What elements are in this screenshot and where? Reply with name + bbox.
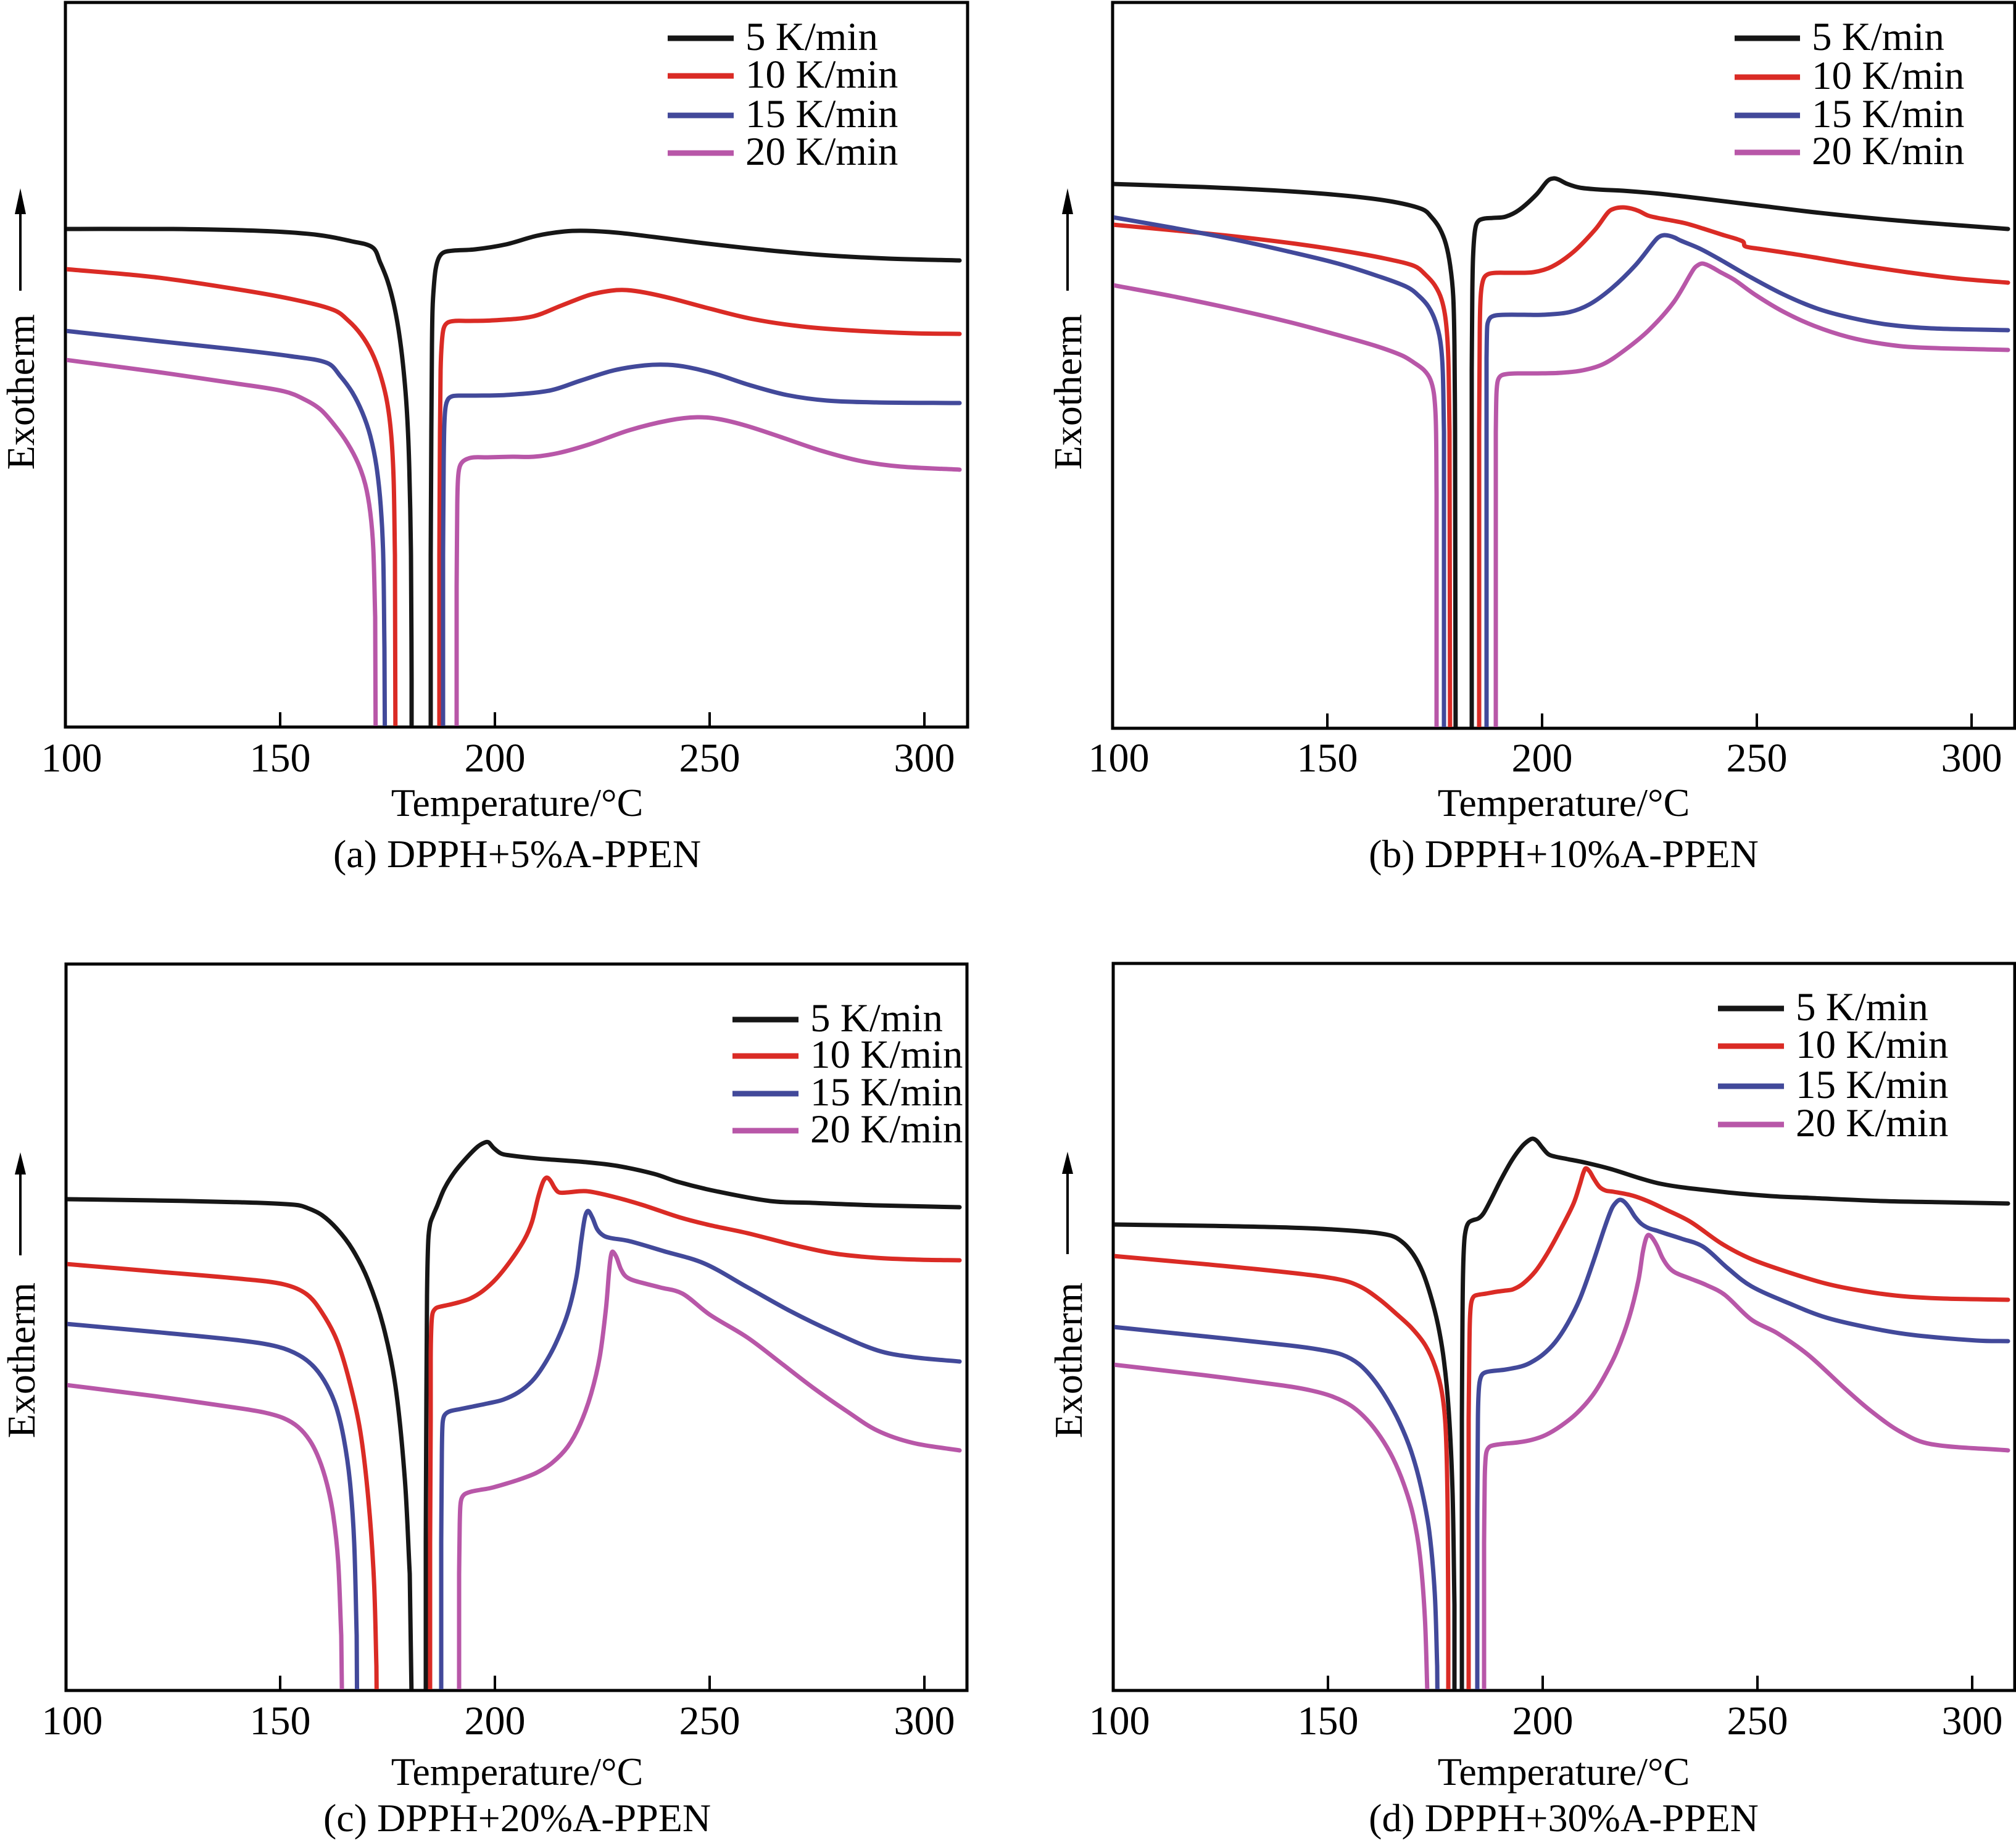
svg-text:150: 150 bbox=[250, 1698, 311, 1744]
svg-text:Exotherm: Exotherm bbox=[0, 314, 43, 470]
svg-text:10 K/min: 10 K/min bbox=[1812, 54, 1964, 98]
svg-text:250: 250 bbox=[679, 736, 740, 781]
svg-text:20 K/min: 20 K/min bbox=[810, 1107, 963, 1152]
svg-text:100: 100 bbox=[42, 1698, 103, 1744]
svg-text:150: 150 bbox=[1297, 736, 1358, 781]
svg-text:5 K/min: 5 K/min bbox=[1812, 15, 1944, 59]
svg-text:(c) DPPH+20%A-PPEN: (c) DPPH+20%A-PPEN bbox=[323, 1796, 711, 1840]
svg-text:10 K/min: 10 K/min bbox=[745, 52, 898, 97]
svg-text:15 K/min: 15 K/min bbox=[745, 92, 898, 136]
svg-text:10 K/min: 10 K/min bbox=[810, 1033, 963, 1077]
svg-text:100: 100 bbox=[1089, 1698, 1150, 1744]
svg-text:100: 100 bbox=[41, 736, 102, 781]
svg-text:Exotherm: Exotherm bbox=[0, 1283, 43, 1438]
svg-text:15 K/min: 15 K/min bbox=[1812, 92, 1964, 136]
svg-text:300: 300 bbox=[894, 736, 955, 781]
svg-text:Temperature/°C: Temperature/°C bbox=[391, 1750, 644, 1794]
svg-text:200: 200 bbox=[465, 736, 526, 781]
svg-text:5 K/min: 5 K/min bbox=[810, 996, 943, 1041]
svg-text:250: 250 bbox=[1727, 736, 1788, 781]
svg-text:300: 300 bbox=[1941, 736, 2002, 781]
svg-text:200: 200 bbox=[1512, 1698, 1574, 1744]
svg-text:150: 150 bbox=[250, 736, 311, 781]
svg-text:150: 150 bbox=[1298, 1698, 1359, 1744]
svg-text:300: 300 bbox=[1942, 1698, 2003, 1744]
svg-text:Temperature/°C: Temperature/°C bbox=[1438, 1750, 1690, 1794]
svg-text:20 K/min: 20 K/min bbox=[1796, 1101, 1948, 1145]
svg-text:100: 100 bbox=[1089, 736, 1150, 781]
svg-text:20 K/min: 20 K/min bbox=[745, 130, 898, 174]
svg-text:15 K/min: 15 K/min bbox=[810, 1070, 963, 1115]
svg-text:250: 250 bbox=[679, 1698, 740, 1744]
svg-text:Temperature/°C: Temperature/°C bbox=[1438, 781, 1690, 825]
svg-text:5 K/min: 5 K/min bbox=[1796, 985, 1928, 1029]
svg-text:15 K/min: 15 K/min bbox=[1796, 1063, 1948, 1107]
svg-text:5 K/min: 5 K/min bbox=[745, 15, 878, 59]
svg-text:(a) DPPH+5%A-PPEN: (a) DPPH+5%A-PPEN bbox=[333, 832, 701, 876]
svg-text:300: 300 bbox=[894, 1698, 955, 1744]
svg-text:(d) DPPH+30%A-PPEN: (d) DPPH+30%A-PPEN bbox=[1369, 1796, 1759, 1840]
svg-text:(b) DPPH+10%A-PPEN: (b) DPPH+10%A-PPEN bbox=[1369, 832, 1759, 876]
svg-text:10 K/min: 10 K/min bbox=[1796, 1023, 1948, 1067]
svg-text:Exotherm: Exotherm bbox=[1047, 1283, 1090, 1438]
svg-text:20 K/min: 20 K/min bbox=[1812, 129, 1964, 173]
svg-text:250: 250 bbox=[1727, 1698, 1788, 1744]
svg-text:Temperature/°C: Temperature/°C bbox=[391, 781, 644, 825]
svg-text:200: 200 bbox=[465, 1698, 526, 1744]
svg-text:Exotherm: Exotherm bbox=[1046, 314, 1090, 470]
svg-text:200: 200 bbox=[1512, 736, 1573, 781]
